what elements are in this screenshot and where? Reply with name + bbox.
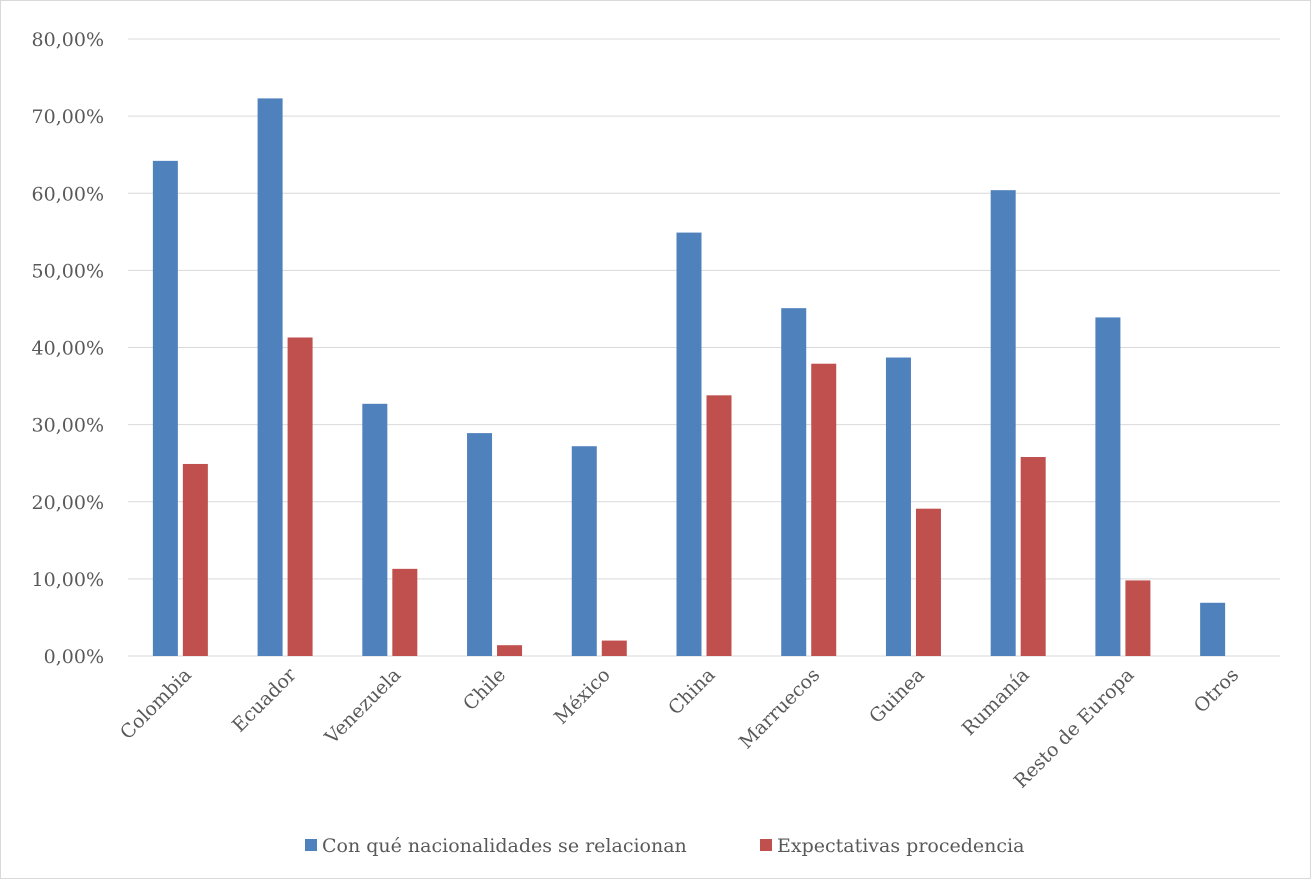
legend: Con qué nacionalidades se relacionan Expe…	[305, 835, 1024, 857]
bar-relacionan-6	[781, 308, 807, 656]
bar-expectativas-1	[287, 337, 313, 656]
legend-label: Con qué nacionalidades se relacionan	[322, 835, 687, 857]
category-label: Rumanía	[958, 664, 1034, 740]
bar-expectativas-8	[1020, 457, 1046, 656]
bar-expectativas-5	[706, 395, 732, 656]
y-tick-label: 20,00%	[32, 492, 104, 514]
bar-relacionan-1	[257, 98, 283, 657]
legend-swatch	[305, 839, 317, 851]
category-label: Colombia	[116, 664, 196, 744]
bar-relacionan-8	[990, 190, 1016, 657]
y-axis-tick-labels: 0,00% 10,00% 20,00% 30,00% 40,00% 50,00% 60,00…	[32, 29, 104, 668]
bar-expectativas-7	[915, 508, 941, 656]
y-tick-label: 60,00%	[32, 183, 104, 205]
bar-expectativas-0	[182, 463, 208, 656]
bar-expectativas-6	[811, 363, 837, 656]
bar-expectativas-3	[497, 645, 523, 656]
category-label: Venezuela	[320, 664, 405, 749]
y-tick-label: 0,00%	[44, 646, 104, 668]
category-label: Otros	[1190, 664, 1243, 717]
bar-relacionan-3	[467, 433, 493, 656]
category-label: China	[664, 664, 719, 719]
category-label: Ecuador	[228, 663, 301, 736]
bar-relacionan-10	[1200, 602, 1226, 656]
bar-relacionan-7	[885, 357, 911, 656]
y-tick-label: 10,00%	[32, 569, 104, 591]
bar-relacionan-4	[571, 446, 597, 656]
bar-relacionan-2	[362, 403, 388, 656]
y-tick-label: 70,00%	[32, 106, 104, 128]
bar-relacionan-5	[676, 232, 702, 657]
bar-relacionan-0	[152, 160, 178, 657]
y-tick-label: 40,00%	[32, 338, 104, 360]
y-tick-label: 30,00%	[32, 415, 104, 437]
bar-expectativas-2	[392, 568, 418, 656]
y-tick-label: 80,00%	[32, 29, 104, 51]
bar-expectativas-9	[1125, 580, 1151, 656]
category-label: Chile	[459, 664, 510, 715]
gridlines	[128, 38, 1280, 657]
legend-label: Expectativas procedencia	[777, 835, 1024, 857]
x-axis-category-labels: Colombia Ecuador Venezuela Chile México China…	[116, 663, 1243, 792]
category-label: Marruecos	[735, 664, 824, 753]
category-label: Guinea	[865, 664, 929, 728]
bars	[152, 98, 1226, 657]
y-tick-label: 50,00%	[32, 260, 104, 282]
legend-swatch	[760, 839, 772, 851]
category-label: México	[550, 664, 615, 729]
bar-expectativas-4	[601, 640, 627, 656]
bar-relacionan-9	[1095, 317, 1121, 656]
